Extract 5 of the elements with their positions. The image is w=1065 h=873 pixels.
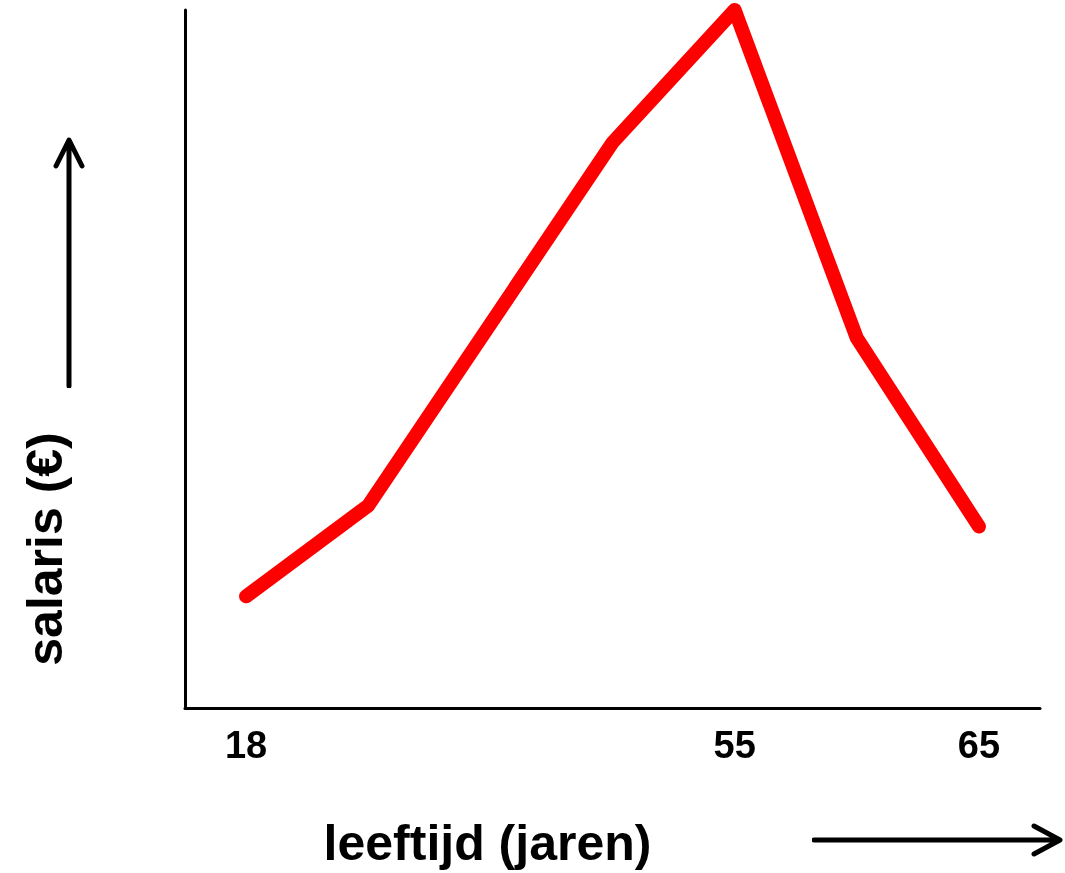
y-axis-title: salaris (€) [17,432,73,666]
x-axis-title: leeftijd (jaren) [323,815,652,871]
x-tick-label: 65 [957,724,1001,766]
x-tick-label: 18 [224,724,268,766]
x-tick-label: 55 [713,724,756,766]
